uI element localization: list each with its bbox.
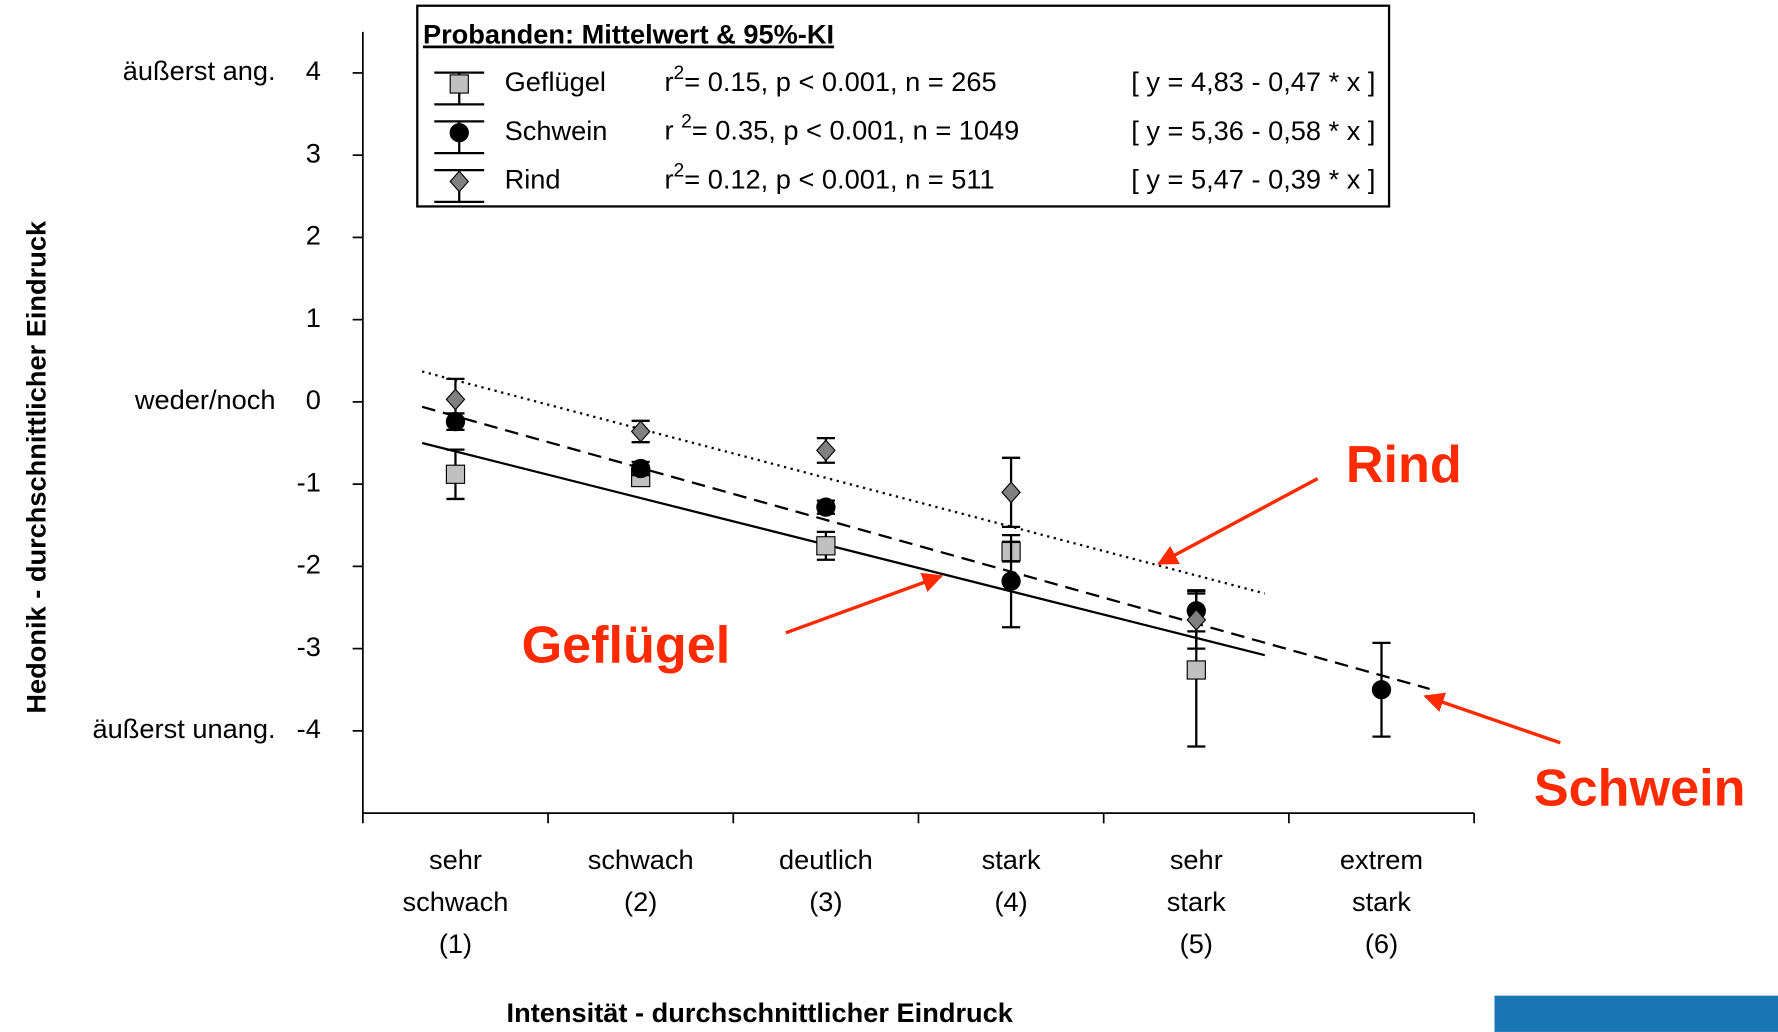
y-tick-label: 3 [306,137,321,168]
y-tick-label: 1 [306,302,321,333]
marker [816,536,836,556]
marker [445,464,466,484]
marker [449,74,469,94]
y-tick-label: -4 [297,713,321,744]
trend-line [421,370,1266,595]
legend-stats: r 2= 0.35, p < 0.001, n = 1049 [664,112,1019,146]
x-tick-label: deutlich [779,844,873,875]
y-anchor-label: weder/noch [134,384,276,415]
x-tick-label: (3) [809,886,842,917]
y-axis-title: Hedonik - durchschnittlicher Eindruck [21,220,52,714]
x-tick-label: (1) [439,928,472,959]
marker [1371,680,1392,700]
marker [1186,608,1207,631]
y-tick-label: -2 [297,549,321,580]
y-tick-label: -3 [297,631,321,662]
legend-formula: [ y = 4,83 - 0,47 * x ] [1131,66,1375,97]
marker [631,458,651,479]
y-anchor-label: äußerst ang. [123,55,276,86]
marker [1001,481,1021,504]
marker [445,388,466,411]
legend-title: Probanden: Mittelwert & 95%-KI [423,19,834,50]
x-tick-label: sehr [429,844,482,875]
x-tick-label: (6) [1365,928,1398,959]
legend-stats-part: = 0.15, p < 0.001, n = 265 [684,66,996,97]
trend-line [421,441,1266,657]
marker [1186,660,1206,680]
legend-label: Schwein [505,115,608,146]
annotation-arrow [1423,692,1561,745]
legend-stats-part: r [664,115,681,146]
x-axis-title: Intensität - durchschnittlicher Eindruck [507,997,1014,1028]
x-tick-label: schwach [588,844,694,875]
x-tick-label: stark [1167,886,1226,917]
annotation: Rind [1346,436,1462,494]
legend-stats: r2= 0.15, p < 0.001, n = 265 [664,63,996,97]
x-tick-label: stark [982,844,1041,875]
y-tick-label: 4 [306,55,321,86]
legend-stats-part: 2 [681,112,692,133]
x-tick-label: extrem [1340,844,1423,875]
y-tick-label: 0 [306,384,321,415]
x-tick-label: (5) [1180,928,1213,959]
y-anchor-label: äußerst unang. [93,713,276,744]
legend-stats-part: 2 [674,160,685,181]
marker [630,420,651,443]
legend-label: Rind [505,164,561,195]
legend-label: Geflügel [505,66,606,97]
y-tick-label: 2 [306,220,321,251]
x-tick-label: schwach [403,886,509,917]
trend-line [421,405,1430,690]
legend-stats-part: 2 [674,63,685,84]
marker [1001,571,1021,591]
legend-formula: [ y = 5,36 - 0,58 * x ] [1131,115,1375,146]
marker [816,497,836,517]
annotation-arrow [785,572,944,635]
marker [816,439,836,462]
x-tick-label: (2) [624,886,657,917]
y-tick-label: -1 [297,466,321,497]
legend-formula: [ y = 5,47 - 0,39 * x ] [1131,164,1375,195]
x-tick-label: (4) [994,886,1027,917]
annotation-arrow [1157,477,1319,566]
x-tick-label: stark [1352,886,1411,917]
x-tick-label: sehr [1170,844,1223,875]
corner-band [1494,995,1778,1032]
legend-stats: r2= 0.12, p < 0.001, n = 511 [664,160,994,194]
legend-stats-part: = 0.35, p < 0.001, n = 1049 [692,115,1019,146]
annotation: Geflügel [522,616,731,674]
annotation: Schwein [1534,759,1746,817]
legend-stats-part: = 0.12, p < 0.001, n = 511 [684,164,994,195]
marker [449,123,469,143]
legend-stats-part: r [664,66,673,97]
legend-stats-part: r [664,164,673,195]
marker [449,170,470,193]
legend-box [416,4,1391,208]
